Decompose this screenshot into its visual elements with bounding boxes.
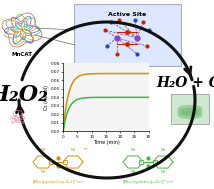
Text: NH: NH	[160, 170, 166, 174]
Y-axis label: O₂ (mmol): O₂ (mmol)	[45, 85, 49, 110]
Text: n+: n+	[84, 147, 89, 151]
X-axis label: Time (min): Time (min)	[92, 140, 119, 145]
Ellipse shape	[177, 111, 203, 119]
Text: H₂O₂: H₂O₂	[0, 84, 48, 106]
Text: Mn: Mn	[63, 160, 67, 164]
Ellipse shape	[177, 108, 203, 116]
Text: NH: NH	[160, 148, 166, 152]
Text: NH: NH	[70, 170, 76, 174]
Text: n+: n+	[174, 147, 179, 151]
Text: MnCAT: MnCAT	[12, 52, 33, 57]
Text: Mn: Mn	[153, 160, 157, 164]
Text: NH: NH	[40, 148, 46, 152]
Text: [Mn₂(pyclen)₂(μ-O₂)]^n+: [Mn₂(pyclen)₂(μ-O₂)]^n+	[32, 180, 84, 184]
Text: NH: NH	[130, 148, 136, 152]
FancyBboxPatch shape	[74, 4, 181, 66]
Ellipse shape	[177, 105, 203, 113]
Text: NH: NH	[40, 170, 46, 174]
Text: Active Site: Active Site	[108, 12, 146, 17]
FancyBboxPatch shape	[171, 94, 209, 124]
Text: Mn: Mn	[139, 160, 143, 164]
Text: Mn: Mn	[49, 160, 53, 164]
Text: NH: NH	[130, 170, 136, 174]
Text: NH: NH	[70, 148, 76, 152]
Text: H₂O + O₂: H₂O + O₂	[156, 76, 214, 90]
Text: [Mn₂(cyclen)₂(μ-O₂)]^n+: [Mn₂(cyclen)₂(μ-O₂)]^n+	[122, 180, 174, 184]
Text: ☠: ☠	[9, 108, 27, 128]
